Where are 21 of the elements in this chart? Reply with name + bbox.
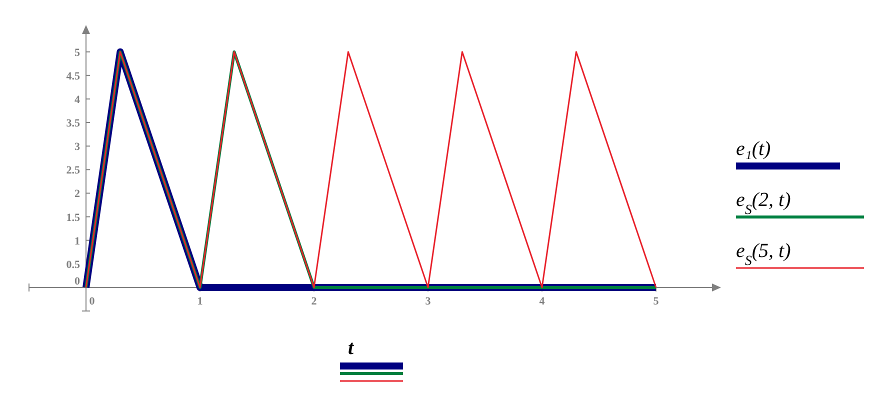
y-tick-label: 5	[74, 46, 80, 59]
y-tick-label: 0.5	[66, 258, 80, 271]
x-tick-label: 3	[425, 295, 432, 308]
y-tick-label: 1	[74, 235, 80, 248]
text: e$_{S}$(2, t)	[736, 189, 792, 218]
x-tick-label: 5	[653, 295, 660, 308]
y-tick-label: 4.5	[66, 70, 80, 82]
text: e₁(t)	[736, 138, 772, 160]
x-tick-label: 2	[311, 295, 318, 308]
x-tick-label: 1	[197, 295, 203, 308]
y-tick-label: 2	[74, 188, 80, 200]
y-tick-label: 4	[74, 94, 80, 106]
x-tick-label: 4	[539, 295, 546, 308]
x-axis-title: t	[348, 337, 355, 359]
y-tick-label: 1.5	[66, 212, 80, 224]
text: e$_{S}$(5, t)	[736, 240, 792, 268]
y-tick-label: 0	[74, 275, 80, 288]
x-tick-label: 0	[89, 295, 96, 308]
y-tick-label: 2.5	[66, 164, 80, 177]
y-tick-label: 3	[74, 141, 80, 154]
y-tick-label: 3.5	[66, 118, 80, 130]
